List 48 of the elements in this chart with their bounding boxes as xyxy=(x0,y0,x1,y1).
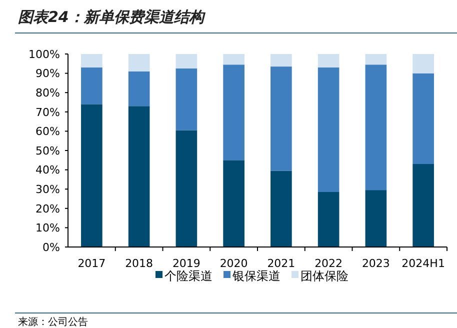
bar xyxy=(128,54,150,72)
bar xyxy=(81,68,102,104)
bar xyxy=(318,54,340,68)
bar xyxy=(412,73,434,164)
bar xyxy=(176,130,198,247)
y-tick-label: 70% xyxy=(36,106,60,119)
x-tick-label: 2019 xyxy=(172,257,200,270)
bar xyxy=(270,170,292,247)
y-tick-label: 50% xyxy=(36,144,60,158)
bar xyxy=(365,54,387,65)
y-tick-label: 30% xyxy=(36,182,60,196)
bar xyxy=(318,192,340,247)
x-tick-label: 2020 xyxy=(220,257,248,270)
x-tick-label: 2021 xyxy=(267,257,296,270)
y-tick-label: 60% xyxy=(36,125,60,138)
chart-title: 图表24：新单保费渠道结构 xyxy=(18,8,206,26)
y-tick-label: 90% xyxy=(36,67,60,80)
x-tick-label: 2024H1 xyxy=(402,257,445,270)
bar xyxy=(365,190,387,247)
bar xyxy=(365,64,387,190)
bar xyxy=(128,71,150,106)
legend-label: 银保渠道 xyxy=(232,269,280,284)
bar xyxy=(412,54,434,74)
bar xyxy=(318,68,340,192)
bar xyxy=(176,68,198,130)
bar xyxy=(176,54,198,68)
bar xyxy=(128,106,150,247)
source-note: 来源：公司公告 xyxy=(18,316,88,328)
bar xyxy=(412,164,434,247)
legend-label: 团体保险 xyxy=(300,269,348,284)
x-tick-label: 2018 xyxy=(125,257,154,270)
bar xyxy=(81,54,102,68)
x-tick-label: 2023 xyxy=(362,257,390,270)
bar xyxy=(223,54,244,65)
bar xyxy=(223,160,244,247)
bar xyxy=(270,54,292,67)
x-tick-label: 2022 xyxy=(314,257,343,270)
x-tick-label: 2017 xyxy=(78,257,106,270)
bar xyxy=(270,66,292,171)
y-tick-label: 20% xyxy=(36,202,60,216)
y-tick-label: 0% xyxy=(42,240,60,254)
y-tick-label: 80% xyxy=(36,86,60,100)
y-tick-label: 100% xyxy=(28,48,60,61)
y-tick-label: 10% xyxy=(36,222,60,235)
legend-label: 个险渠道 xyxy=(164,269,212,284)
bar xyxy=(223,64,244,160)
y-tick-label: 40% xyxy=(36,164,60,177)
bar xyxy=(81,104,102,247)
